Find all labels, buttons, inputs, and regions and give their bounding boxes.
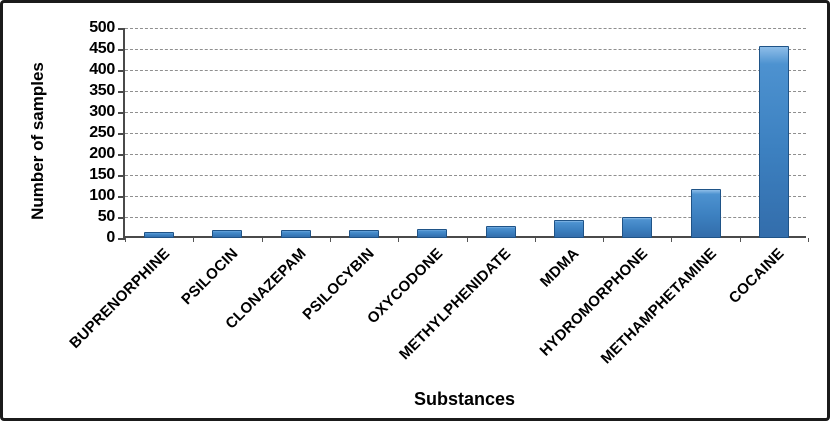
bar-methamphetamine bbox=[690, 188, 721, 238]
y-tick-label: 50 bbox=[97, 208, 116, 225]
bar-methylphenidate bbox=[485, 226, 516, 238]
x-axis-tick bbox=[534, 238, 536, 242]
x-axis-tick bbox=[193, 238, 195, 242]
y-tick-label: 100 bbox=[89, 187, 115, 204]
y-tick-label: 200 bbox=[89, 145, 115, 162]
gridline bbox=[125, 196, 806, 197]
y-tick-label: 350 bbox=[89, 82, 115, 99]
gridline bbox=[125, 133, 806, 134]
x-axis-tick bbox=[603, 238, 605, 242]
x-category-label-buprenorphine: BUPRENORPHINE bbox=[66, 245, 174, 352]
bar-buprenorphine bbox=[144, 231, 175, 238]
y-tick-label: 300 bbox=[89, 103, 115, 120]
y-axis-tick bbox=[118, 154, 125, 156]
bar-psilocin bbox=[212, 229, 243, 238]
x-axis-tick bbox=[671, 238, 673, 242]
x-category-label-methylphenidate: METHYLPHENIDATE bbox=[396, 245, 515, 364]
x-axis-tick bbox=[808, 238, 809, 242]
y-axis-tick bbox=[118, 133, 125, 135]
y-axis-tick bbox=[118, 175, 125, 177]
y-tick-label: 250 bbox=[89, 124, 115, 141]
y-axis-tick bbox=[118, 217, 125, 219]
y-axis-tick bbox=[118, 49, 125, 51]
y-axis-tick bbox=[118, 70, 125, 72]
x-axis-tick bbox=[125, 238, 126, 242]
bar-mdma bbox=[553, 219, 584, 238]
gridline bbox=[125, 91, 806, 92]
y-tick-label: 400 bbox=[89, 61, 115, 78]
bar-clonazepam bbox=[280, 230, 311, 238]
x-category-label-cocaine: COCAINE bbox=[725, 245, 788, 307]
gridline bbox=[125, 70, 806, 71]
x-axis-tick bbox=[398, 238, 400, 242]
plot-area bbox=[118, 28, 809, 242]
y-axis-tick bbox=[118, 238, 125, 240]
bar-psilocybin bbox=[349, 230, 380, 238]
x-category-label-mdma: MDMA bbox=[537, 245, 583, 291]
y-axis-tick bbox=[118, 91, 125, 93]
y-tick-label: 0 bbox=[106, 229, 115, 246]
x-axis-tick bbox=[739, 238, 741, 242]
x-axis-tick bbox=[329, 238, 331, 242]
bar-cocaine bbox=[758, 46, 789, 238]
bar-oxycodone bbox=[417, 228, 448, 238]
gridline bbox=[125, 154, 806, 155]
y-tick-label: 150 bbox=[89, 166, 115, 183]
x-axis-tick bbox=[261, 238, 263, 242]
y-axis-tick bbox=[118, 196, 125, 198]
x-axis-title: Substances bbox=[413, 389, 516, 409]
x-category-label-psilocin: PSILOCIN bbox=[178, 245, 242, 309]
y-tick-label: 450 bbox=[89, 40, 115, 57]
gridline bbox=[125, 112, 806, 113]
x-axis-tick bbox=[466, 238, 468, 242]
bar-hydromorphone bbox=[622, 217, 653, 238]
gridline bbox=[125, 49, 806, 50]
x-category-label-methamphetamine: METHAMPHETAMINE bbox=[597, 245, 720, 368]
y-axis-tick bbox=[118, 112, 125, 114]
gridline bbox=[125, 217, 806, 218]
y-tick-label: 500 bbox=[89, 19, 115, 36]
gridline bbox=[125, 175, 806, 176]
y-axis-tick bbox=[118, 28, 125, 30]
gridline bbox=[125, 28, 806, 29]
